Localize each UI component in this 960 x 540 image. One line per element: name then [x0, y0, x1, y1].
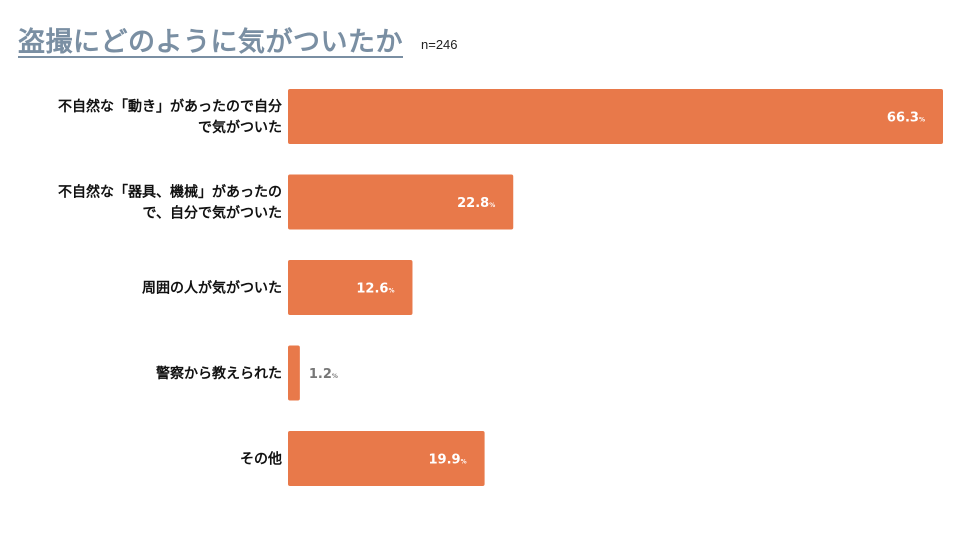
category-label: その他	[240, 451, 282, 468]
category-label: 周囲の人が気がついた	[142, 280, 282, 297]
sample-size-label: n=246	[421, 37, 458, 52]
category-label: で、自分で気がついた	[143, 205, 282, 222]
category-label: 不自然な「動き」があったので自分	[58, 98, 282, 115]
value-label: 22.8%	[457, 196, 495, 211]
bar	[288, 260, 413, 315]
bar	[288, 431, 485, 486]
value-label: 66.3%	[887, 111, 925, 126]
chart-title: 盗撮にどのように気がついたか	[18, 27, 403, 58]
value-label: 12.6%	[356, 282, 394, 297]
category-label: 不自然な「器具、機械」があったの	[58, 184, 282, 201]
value-label: 19.9%	[429, 453, 467, 468]
value-label: 1.2%	[309, 367, 338, 382]
bar	[288, 89, 943, 144]
bar	[288, 345, 300, 401]
category-label: で気がついた	[198, 119, 282, 136]
bar	[288, 174, 514, 230]
category-label: 警察から教えられた	[156, 365, 282, 382]
